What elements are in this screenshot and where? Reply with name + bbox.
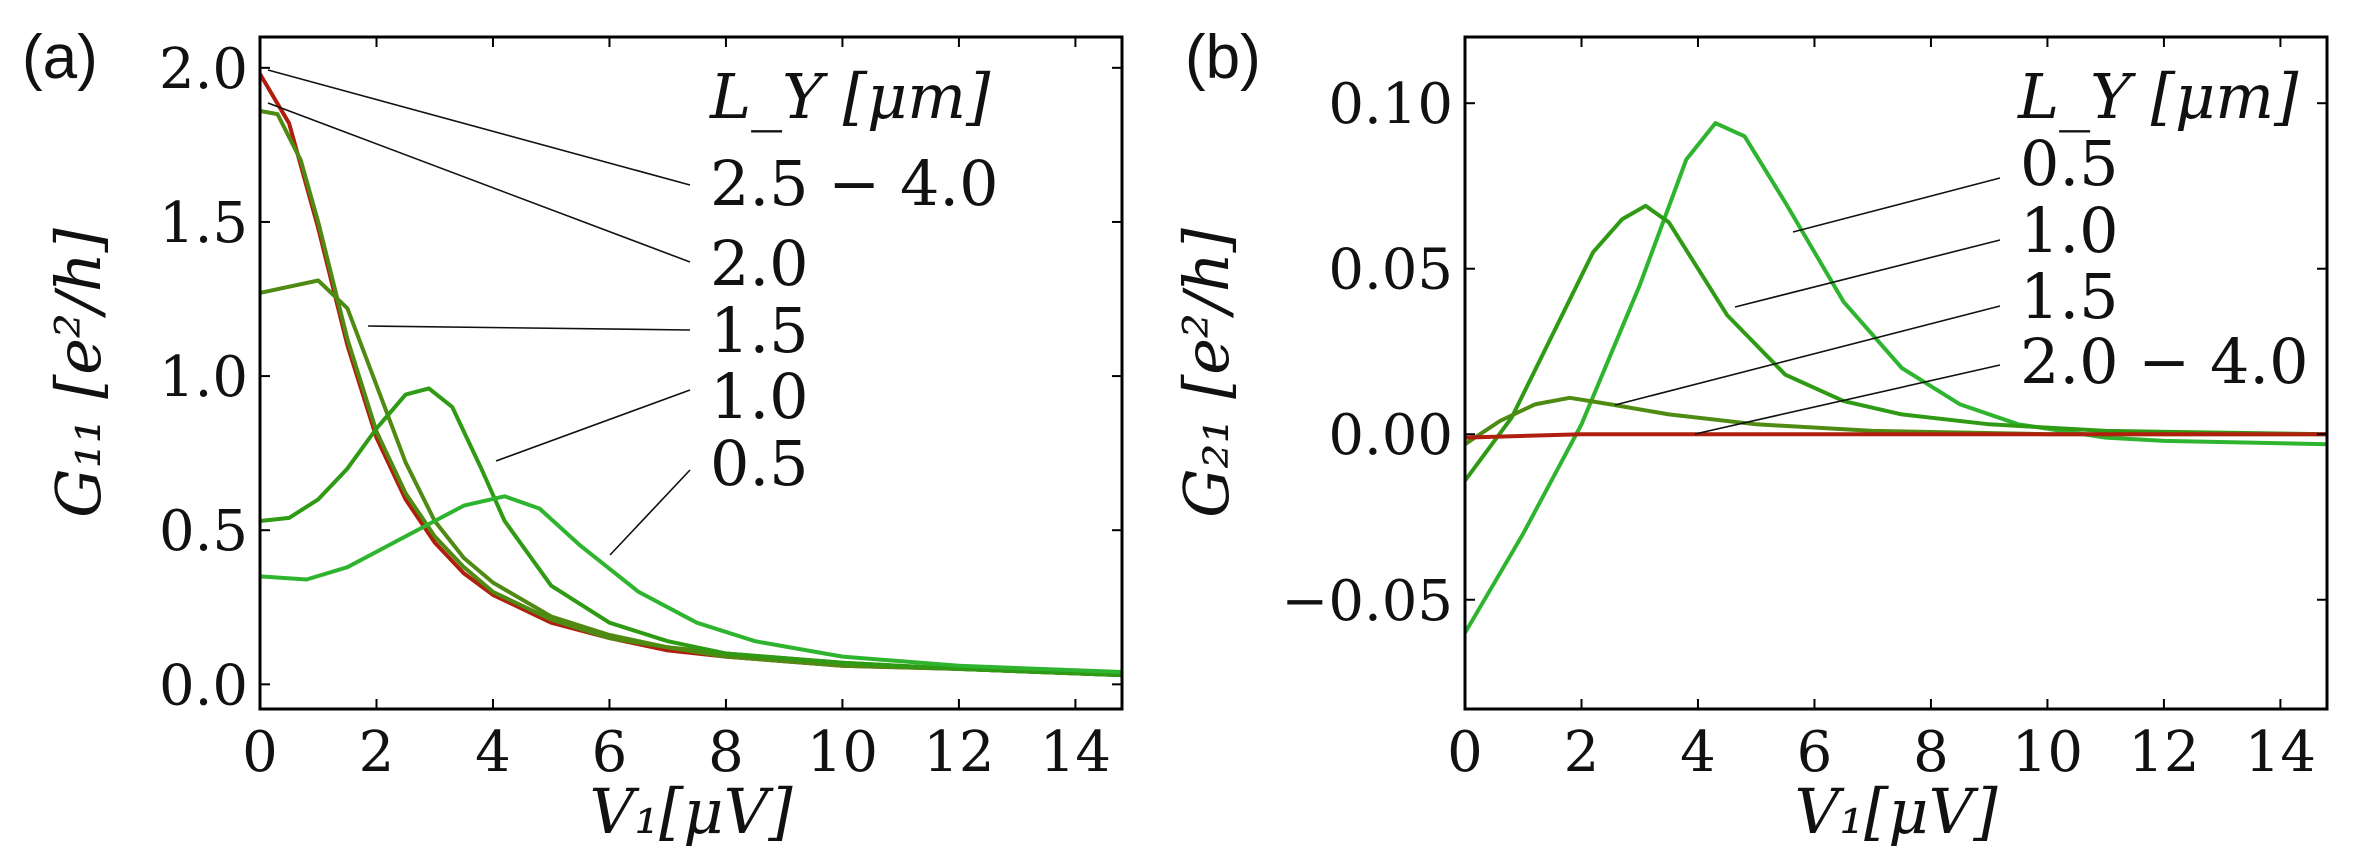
panel-a-y-tick-label: 0.0 bbox=[159, 653, 248, 718]
panel-a-curve-4 bbox=[260, 494, 1122, 674]
panel-a-legend-label: 1.5 bbox=[710, 294, 809, 367]
panel-a-legend-label: 0.5 bbox=[710, 427, 809, 500]
panel-a-x-tick-label: 2 bbox=[359, 720, 395, 785]
panel-b-legend-title: L_Y [μm] bbox=[2017, 60, 2299, 133]
panel-b-x-tick-label: 6 bbox=[1797, 720, 1833, 785]
panel-a-x-axis-label: V₁[μV] bbox=[589, 775, 793, 848]
panel-a-leader-line bbox=[495, 389, 691, 462]
panel-b-x-axis-label: V₁[μV] bbox=[1794, 775, 1998, 848]
panel-b-curve-2 bbox=[1465, 395, 2327, 447]
panel-b-y-tick-label: 0.00 bbox=[1328, 403, 1453, 468]
panel-b-leader-line bbox=[1614, 305, 2001, 406]
panel-b-leader-line bbox=[1734, 239, 2001, 308]
panel-a-label: (a) bbox=[22, 23, 98, 92]
panel-b-leader-line bbox=[1792, 177, 2001, 233]
panel-b-curve-3 bbox=[1465, 432, 2327, 440]
panel-b-legend-label: 1.5 bbox=[2020, 260, 2119, 333]
panel-b-curve-1 bbox=[1465, 203, 2327, 483]
panel-a-x-tick-label: 12 bbox=[923, 720, 994, 785]
panel-a-y-tick-label: 1.0 bbox=[159, 345, 248, 410]
panel-a: (a) 0 2 4 6 8 10 12 14 0.00.51.01.52.0 V₁[μV] G… bbox=[22, 23, 1124, 848]
panel-a-y-tick-label: 1.5 bbox=[159, 191, 248, 256]
panel-a-x-ticks: 0 2 4 6 8 10 12 14 bbox=[242, 37, 1111, 785]
panel-b-x-tick-label: 14 bbox=[2245, 720, 2316, 785]
panel-a-curve-2 bbox=[260, 278, 1122, 678]
panel-a-curve-1 bbox=[260, 109, 1122, 678]
panel-a-x-tick-label: 4 bbox=[475, 720, 511, 785]
panel-a-x-tick-label: 14 bbox=[1040, 720, 1111, 785]
panel-b-legend-label: 2.0 − 4.0 bbox=[2020, 325, 2309, 398]
panel-a-legend-label: 1.0 bbox=[710, 360, 809, 433]
panel-b-x-tick-label: 2 bbox=[1564, 720, 1600, 785]
panel-b-leader-line bbox=[1694, 364, 2001, 435]
panel-b-y-tick-label: −0.05 bbox=[1281, 569, 1453, 634]
panel-b-curves bbox=[1465, 121, 2327, 635]
panel-a-leader-line bbox=[267, 102, 691, 263]
panel-a-x-tick-label: 0 bbox=[242, 720, 278, 785]
panel-a-legend-title: L_Y [μm] bbox=[709, 60, 991, 133]
panel-b-x-tick-label: 10 bbox=[2012, 720, 2083, 785]
panel-b-x-tick-label: 8 bbox=[1913, 720, 1949, 785]
panel-a-x-tick-label: 6 bbox=[592, 720, 628, 785]
panel-a-leader-line bbox=[367, 325, 691, 331]
panel-a-legend-label: 2.5 − 4.0 bbox=[710, 147, 999, 220]
panel-a-leader-line bbox=[267, 69, 691, 186]
panel-a-y-tick-label: 2.0 bbox=[159, 37, 248, 102]
panel-b-y-axis-label: G₂₁ [e²/h] bbox=[1170, 227, 1243, 517]
panel-a-axes-frame bbox=[258, 35, 1124, 711]
panel-b-x-ticks: 0 2 4 6 8 10 12 14 bbox=[1447, 37, 2316, 785]
panel-a-y-ticks: 0.00.51.01.52.0 bbox=[159, 37, 1122, 718]
panel-b-x-tick-label: 0 bbox=[1447, 720, 1483, 785]
panel-a-y-axis-label: G₁₁ [e²/h] bbox=[42, 227, 115, 517]
panel-a-curve-3 bbox=[260, 386, 1122, 678]
panel-b-label: (b) bbox=[1185, 23, 1261, 92]
panel-a-y-tick-label: 0.5 bbox=[159, 499, 248, 564]
panel-b-x-tick-label: 4 bbox=[1680, 720, 1716, 785]
panel-b-axes-frame bbox=[1463, 35, 2329, 711]
panel-b-y-ticks: −0.05 0.00 0.05 0.10 bbox=[1281, 72, 2327, 634]
panel-b-y-tick-label: 0.10 bbox=[1328, 72, 1453, 137]
panel-a-legend-label: 2.0 bbox=[710, 227, 809, 300]
panel-b-y-tick-label: 0.05 bbox=[1328, 238, 1453, 303]
panel-a-leader-line bbox=[609, 469, 691, 556]
panel-a-x-tick-label: 8 bbox=[708, 720, 744, 785]
panel-a-x-tick-label: 10 bbox=[807, 720, 878, 785]
panel-a-curves bbox=[260, 72, 1122, 678]
panel-b-x-tick-label: 12 bbox=[2128, 720, 2199, 785]
panel-b-legend-label: 0.5 bbox=[2020, 127, 2119, 200]
panel-b-legend-label: 1.0 bbox=[2020, 194, 2119, 267]
panel-b: (b) 0 2 4 6 8 10 12 14 −0.05 0.00 0.05 0.10 V₁[μV]… bbox=[1170, 23, 2329, 848]
